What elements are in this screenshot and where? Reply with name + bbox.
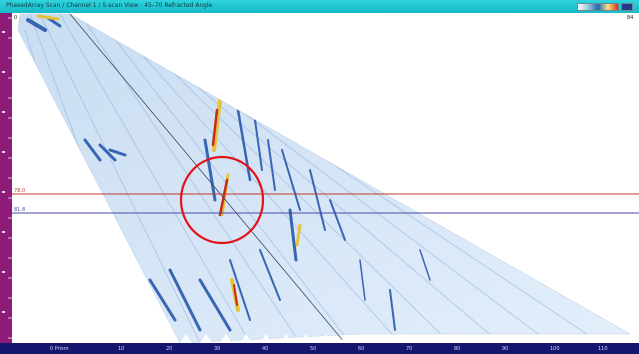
ruler-tick-label: 50 [310, 346, 317, 352]
ruler-tick-label: 20 [166, 346, 173, 352]
window-title: PhasedArray Scan / Channel 1 / S-scan Vi… [6, 2, 213, 9]
highlight-circle [179, 155, 265, 245]
sector-scan-fan [17, 13, 631, 344]
ruler-tick-label: 70 [406, 346, 413, 352]
title-bar: PhasedArray Scan / Channel 1 / S-scan Vi… [0, 0, 639, 13]
ruler-tick-label: 110 [598, 346, 608, 352]
fan-edge-teeth [180, 334, 352, 343]
color-palette-icon[interactable] [577, 3, 619, 11]
scan-range-label: 84 [627, 15, 634, 21]
ruler-tick-label: 10 [118, 346, 125, 352]
reference-cursor-label[interactable]: 78.0 [14, 188, 26, 194]
ruler-tick-label: 100 [550, 346, 560, 352]
vertical-ruler-ticks [2, 17, 12, 339]
measure-cursor-label[interactable]: 81.8 [14, 207, 26, 213]
vertical-ruler[interactable] [0, 13, 12, 343]
palette-swatch-icon[interactable] [621, 3, 633, 11]
ruler-tick-label: 40 [262, 346, 269, 352]
ruler-tick-label: 90 [502, 346, 509, 352]
horizontal-ruler[interactable]: 0 Prism 10 20 30 40 50 60 70 80 90 100 1… [0, 343, 639, 354]
ruler-tick-label: 80 [454, 346, 461, 352]
scan-origin-label: 0 [14, 15, 18, 21]
ruler-tick-label: 30 [214, 346, 221, 352]
ruler-start-label: 0 Prism [50, 346, 69, 352]
angle-cursor-line[interactable] [69, 13, 346, 344]
ruler-tick-label: 60 [358, 346, 365, 352]
